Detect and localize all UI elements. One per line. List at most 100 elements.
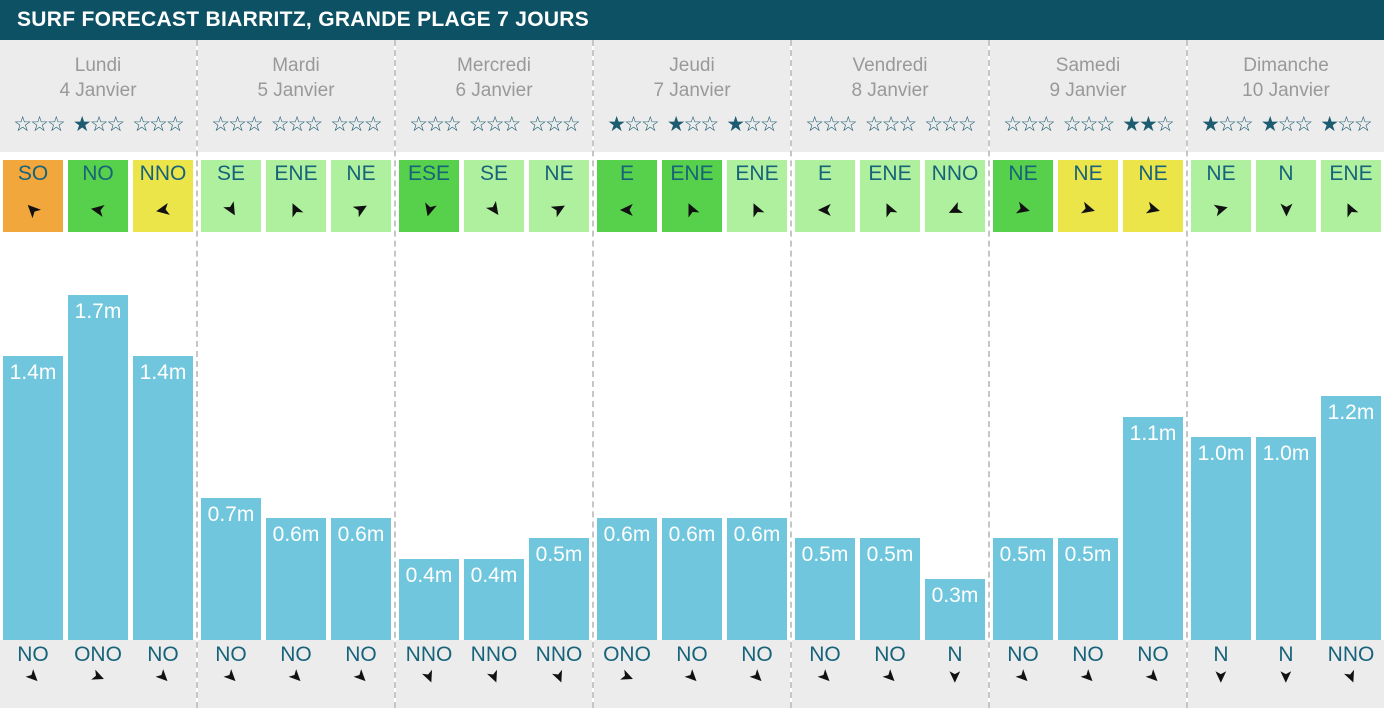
day-header: Lundi 4 Janvier ☆☆☆ ★☆☆ ☆☆☆ — [0, 40, 196, 152]
wind-arrow-icon: ➤ — [817, 198, 833, 220]
star-group: ☆☆☆ — [864, 113, 918, 137]
wave-height-chart: 0.7m 0.6m 0.6m — [198, 240, 394, 640]
day-name: Dimanche — [1243, 55, 1329, 76]
wave-height-label: 1.4m — [9, 361, 57, 384]
swell-direction-label: ONO — [74, 643, 122, 666]
swell-arrow-icon: ➤ — [417, 666, 441, 687]
day-date: 9 Janvier — [1049, 80, 1127, 102]
swell-cell: ONO ➤ — [597, 640, 657, 708]
wind-direction-label: E — [619, 162, 634, 185]
swell-cell: NO ➤ — [727, 640, 787, 708]
star-group: ★☆☆ — [666, 113, 720, 137]
star-group: ☆☆☆ — [409, 113, 462, 137]
wave-bar: 0.3m — [925, 579, 985, 640]
swell-direction-label: NO — [345, 643, 377, 666]
wind-row: E ➤ ENE ➤ NNO ➤ — [792, 152, 988, 240]
swell-arrow-icon: ➤ — [1276, 669, 1296, 684]
wave-height-label: 1.2m — [1327, 401, 1375, 424]
swell-direction-label: NO — [676, 643, 708, 666]
star-rating-row: ★☆☆ ★☆☆ ★☆☆ — [1188, 112, 1384, 137]
wind-box: ENE ➤ — [662, 160, 722, 232]
day-date: 10 Janvier — [1242, 80, 1330, 102]
swell-direction-label: N — [947, 643, 963, 666]
wave-bar: 0.5m — [1058, 538, 1118, 640]
wind-direction-label: ENE — [274, 162, 318, 185]
wind-row: SE ➤ ENE ➤ NE ➤ — [198, 152, 394, 240]
wave-height-label: 0.5m — [866, 543, 914, 566]
swell-cell: NO ➤ — [1058, 640, 1118, 708]
swell-cell: NO ➤ — [201, 640, 261, 708]
day-date: 8 Janvier — [851, 80, 929, 102]
swell-direction-label: NO — [215, 643, 247, 666]
swell-row: NNO ➤ NNO ➤ NNO ➤ — [396, 640, 592, 708]
wave-bar: 1.0m — [1191, 437, 1251, 640]
wave-height-label: 0.6m — [668, 523, 716, 546]
wave-bar: 0.6m — [597, 518, 657, 640]
wave-height-label: 0.5m — [535, 543, 583, 566]
swell-arrow-icon: ➤ — [745, 664, 769, 689]
wave-height-label: 0.3m — [931, 584, 979, 607]
star-group: ★☆☆ — [1260, 113, 1314, 137]
star-group: ★☆☆ — [1320, 113, 1373, 137]
day-name: Vendredi — [852, 55, 928, 76]
star-group: ☆☆☆ — [330, 113, 383, 137]
wave-bar: 0.6m — [727, 518, 787, 640]
swell-cell: NO ➤ — [133, 640, 193, 708]
day-date: 4 Janvier — [59, 80, 137, 102]
swell-arrow-icon: ➤ — [87, 665, 109, 689]
wave-height-label: 1.4m — [139, 361, 187, 384]
wind-arrow-icon: ➤ — [1142, 196, 1164, 222]
star-group: ☆☆☆ — [1003, 113, 1056, 137]
wind-direction-label: NE — [1008, 162, 1038, 185]
wind-direction-label: ENE — [868, 162, 912, 185]
wind-arrow-icon: ➤ — [480, 196, 508, 222]
day-name: Samedi — [1055, 55, 1121, 76]
wave-bar: 0.4m — [399, 559, 459, 640]
swell-arrow-icon: ➤ — [482, 666, 506, 687]
wind-direction-label: NNO — [139, 162, 187, 185]
wave-bar: 0.6m — [662, 518, 722, 640]
wind-box: NE ➤ — [993, 160, 1053, 232]
swell-cell: NO ➤ — [662, 640, 722, 708]
swell-direction-label: NO — [741, 643, 773, 666]
wave-height-label: 1.0m — [1262, 442, 1310, 465]
star-rating-row: ☆☆☆ ☆☆☆ ☆☆☆ — [792, 112, 988, 137]
wave-height-chart: 0.6m 0.6m 0.6m — [594, 240, 790, 640]
wind-direction-label: ESE — [407, 162, 451, 185]
wave-bar: 0.6m — [266, 518, 326, 640]
wind-box: NE ➤ — [1123, 160, 1183, 232]
wave-height-label: 1.7m — [74, 300, 122, 323]
wave-bar: 0.7m — [201, 498, 261, 640]
swell-cell: N ➤ — [1256, 640, 1316, 708]
swell-cell: NO ➤ — [1123, 640, 1183, 708]
wave-bar: 0.5m — [529, 538, 589, 640]
wind-box: ENE ➤ — [860, 160, 920, 232]
day-name: Mercredi — [457, 55, 531, 76]
wind-box: NE ➤ — [1191, 160, 1251, 232]
wind-direction-label: NNO — [931, 162, 979, 185]
day-column: Lundi 4 Janvier ☆☆☆ ★☆☆ ☆☆☆ SO ➤ NO ➤ NN… — [0, 40, 198, 708]
star-group: ☆☆☆ — [270, 113, 324, 137]
swell-cell: ONO ➤ — [68, 640, 128, 708]
wave-height-chart: 0.4m 0.4m 0.5m — [396, 240, 592, 640]
swell-direction-label: NO — [147, 643, 179, 666]
swell-row: NO ➤ ONO ➤ NO ➤ — [0, 640, 196, 708]
star-group: ☆☆☆ — [211, 113, 264, 137]
star-rating-row: ☆☆☆ ☆☆☆ ☆☆☆ — [396, 112, 592, 137]
star-group: ★☆☆ — [726, 113, 779, 137]
swell-arrow-icon: ➤ — [21, 664, 45, 689]
wind-direction-label: NO — [82, 162, 114, 185]
swell-cell: NNO ➤ — [529, 640, 589, 708]
swell-direction-label: ONO — [603, 643, 651, 666]
wind-arrow-icon: ➤ — [943, 196, 967, 222]
day-column: Mercredi 6 Janvier ☆☆☆ ☆☆☆ ☆☆☆ ESE ➤ SE … — [396, 40, 594, 708]
day-header: Dimanche 10 Janvier ★☆☆ ★☆☆ ★☆☆ — [1188, 40, 1384, 152]
wave-height-chart: 0.5m 0.5m 0.3m — [792, 240, 988, 640]
swell-arrow-icon: ➤ — [616, 665, 638, 689]
page-title: SURF FORECAST BIARRITZ, GRANDE PLAGE 7 J… — [17, 8, 590, 31]
swell-cell: NO ➤ — [331, 640, 391, 708]
wind-direction-label: NE — [1206, 162, 1236, 185]
swell-direction-label: NO — [809, 643, 841, 666]
wave-height-label: 0.4m — [470, 564, 518, 587]
wind-box: SE ➤ — [464, 160, 524, 232]
